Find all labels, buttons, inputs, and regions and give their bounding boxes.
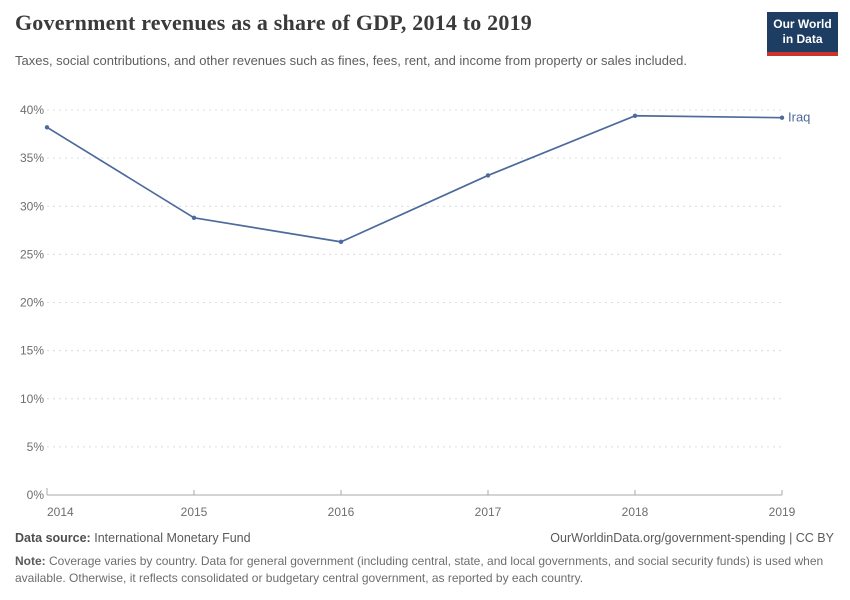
y-axis-label: 10% (20, 392, 44, 406)
footnote: Note: Coverage varies by country. Data f… (15, 553, 834, 588)
owid-link[interactable]: OurWorldinData.org/government-spending |… (550, 531, 834, 545)
footnote-label: Note: (15, 554, 46, 568)
data-source-label: Data source: (15, 531, 91, 545)
data-point[interactable] (44, 125, 50, 130)
data-point[interactable] (338, 239, 344, 245)
footer-source-row: Data source: International Monetary Fund… (15, 531, 834, 545)
y-axis-label: 5% (27, 440, 45, 454)
footnote-text: Coverage varies by country. Data for gen… (15, 554, 824, 586)
y-axis-label: 20% (20, 296, 44, 310)
x-axis-label: 2016 (328, 505, 355, 519)
line-chart: 0% 5% 10% 15% 20% 25% 30% 35% 40% 2014 2015 2016 201… (0, 90, 850, 525)
series-line[interactable] (46, 114, 783, 243)
data-point[interactable] (485, 173, 491, 178)
x-axis-label: 2019 (769, 505, 796, 519)
owid-logo-line2: in Data (782, 32, 823, 47)
x-axis-label: 2018 (622, 505, 649, 519)
data-source-value: International Monetary Fund (94, 531, 251, 545)
chart-subtitle: Taxes, social contributions, and other r… (15, 53, 688, 68)
y-axis-label: 0% (27, 488, 45, 502)
y-axis-label: 30% (20, 199, 44, 213)
data-point[interactable] (191, 215, 197, 220)
owid-logo[interactable]: Our World in Data (767, 12, 838, 56)
y-axis-label: 15% (20, 344, 44, 358)
y-axis-label: 25% (20, 247, 44, 261)
y-axis-label: 40% (20, 103, 44, 117)
chart-canvas: 0% 5% 10% 15% 20% 25% 30% 35% 40% 2014 2015 2016 201… (20, 103, 810, 519)
data-source: Data source: International Monetary Fund (15, 531, 251, 545)
x-axis-label: 2017 (475, 505, 502, 519)
x-axis-label: 2015 (181, 505, 208, 519)
page-title: Government revenues as a share of GDP, 2… (15, 10, 532, 35)
data-point[interactable] (779, 115, 785, 120)
y-axis-label: 35% (20, 151, 44, 165)
data-point[interactable] (632, 113, 638, 118)
owid-logo-line1: Our World (773, 17, 832, 31)
x-axis-label: 2014 (47, 505, 74, 519)
series-end-label[interactable]: Iraq (788, 110, 810, 125)
